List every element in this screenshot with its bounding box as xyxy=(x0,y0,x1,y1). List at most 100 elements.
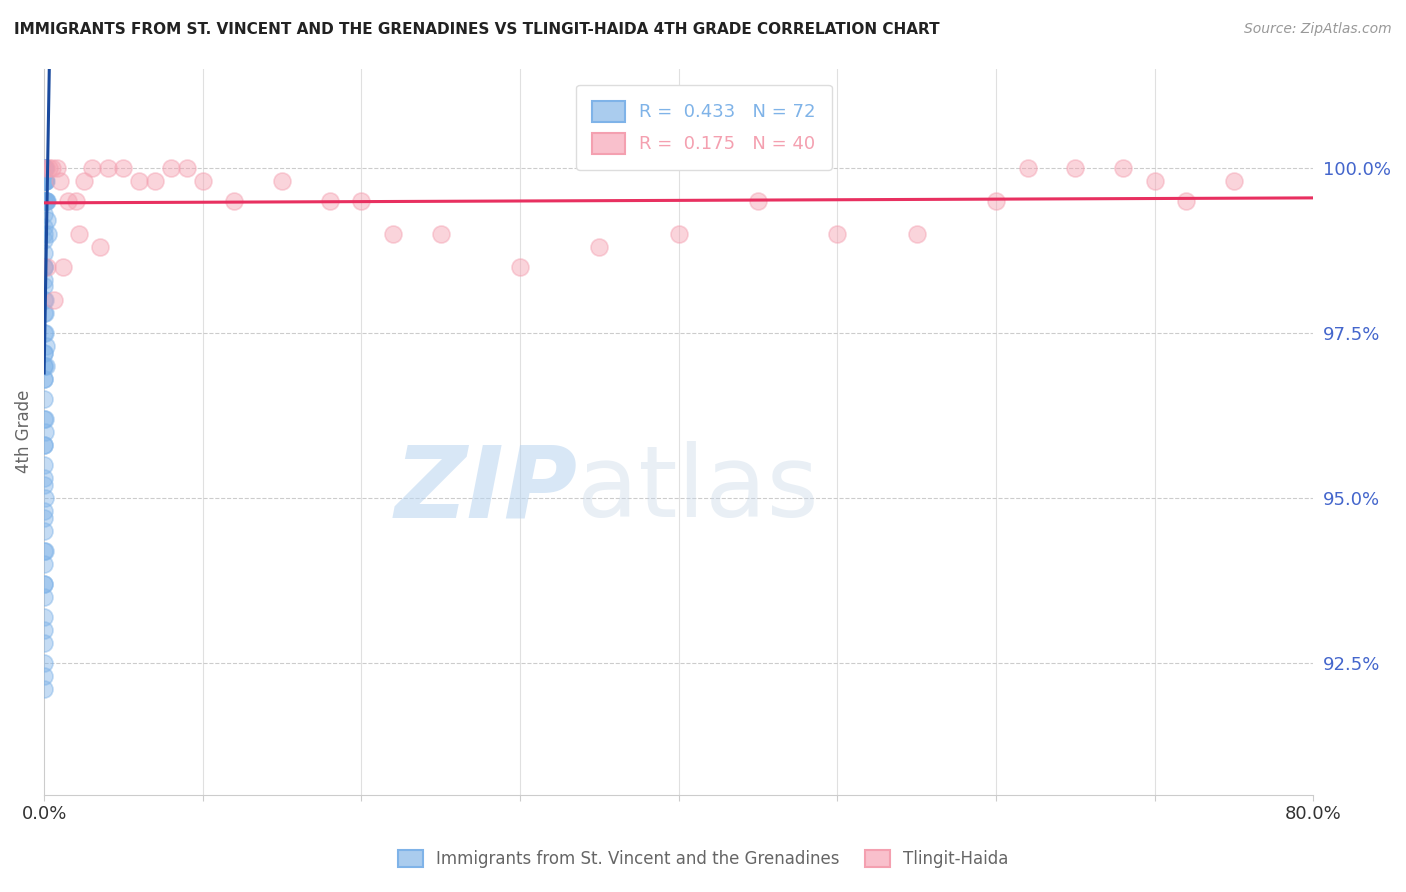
Legend: Immigrants from St. Vincent and the Grenadines, Tlingit-Haida: Immigrants from St. Vincent and the Gren… xyxy=(391,843,1015,875)
Point xyxy=(827,227,849,241)
Point xyxy=(224,194,246,208)
Point xyxy=(32,246,55,260)
Point xyxy=(35,339,58,353)
Point xyxy=(34,273,56,287)
Point xyxy=(38,161,60,175)
Point xyxy=(32,411,55,425)
Point xyxy=(32,438,55,452)
Point xyxy=(668,227,690,241)
Point xyxy=(45,161,67,175)
Point xyxy=(32,359,55,373)
Point xyxy=(32,161,55,175)
Point xyxy=(65,194,87,208)
Point xyxy=(32,524,55,538)
Point xyxy=(32,161,55,175)
Point xyxy=(32,194,55,208)
Point xyxy=(32,636,55,650)
Text: atlas: atlas xyxy=(576,442,818,539)
Point xyxy=(747,194,769,208)
Point xyxy=(32,576,55,591)
Point xyxy=(34,293,56,307)
Point xyxy=(32,161,55,175)
Point xyxy=(429,227,451,241)
Point xyxy=(32,372,55,386)
Point xyxy=(32,590,55,604)
Point xyxy=(34,174,56,188)
Point xyxy=(37,227,59,241)
Point xyxy=(32,161,55,175)
Point xyxy=(1112,161,1135,175)
Point xyxy=(34,161,56,175)
Point xyxy=(128,174,150,188)
Point xyxy=(32,557,55,571)
Point xyxy=(32,306,55,320)
Point xyxy=(32,477,55,491)
Point xyxy=(32,543,55,558)
Point xyxy=(35,194,58,208)
Point xyxy=(73,174,96,188)
Point xyxy=(32,207,55,221)
Point xyxy=(34,411,56,425)
Point xyxy=(32,260,55,274)
Point xyxy=(176,161,198,175)
Point xyxy=(112,161,135,175)
Point xyxy=(34,425,56,439)
Point xyxy=(32,220,55,235)
Point xyxy=(509,260,531,274)
Point xyxy=(35,194,58,208)
Text: ZIP: ZIP xyxy=(394,442,576,539)
Point xyxy=(160,161,183,175)
Point xyxy=(35,161,58,175)
Point xyxy=(32,260,55,274)
Point xyxy=(32,682,55,697)
Y-axis label: 4th Grade: 4th Grade xyxy=(15,390,32,474)
Point xyxy=(35,194,58,208)
Point xyxy=(1017,161,1039,175)
Point xyxy=(32,510,55,524)
Text: IMMIGRANTS FROM ST. VINCENT AND THE GRENADINES VS TLINGIT-HAIDA 4TH GRADE CORREL: IMMIGRANTS FROM ST. VINCENT AND THE GREN… xyxy=(14,22,939,37)
Point xyxy=(32,504,55,518)
Point xyxy=(32,227,55,241)
Point xyxy=(32,392,55,406)
Point xyxy=(271,174,294,188)
Point xyxy=(32,458,55,472)
Point xyxy=(1223,174,1246,188)
Point xyxy=(318,194,340,208)
Point xyxy=(34,471,56,485)
Legend: R =  0.433   N = 72, R =  0.175   N = 40: R = 0.433 N = 72, R = 0.175 N = 40 xyxy=(576,85,832,169)
Point xyxy=(1143,174,1166,188)
Point xyxy=(32,161,55,175)
Point xyxy=(32,438,55,452)
Point xyxy=(32,279,55,293)
Point xyxy=(350,194,373,208)
Point xyxy=(67,227,90,241)
Point xyxy=(32,326,55,340)
Point xyxy=(32,161,55,175)
Point xyxy=(32,372,55,386)
Point xyxy=(49,174,72,188)
Point xyxy=(37,213,59,227)
Point xyxy=(34,326,56,340)
Point xyxy=(97,161,120,175)
Point xyxy=(34,161,56,175)
Point xyxy=(80,161,103,175)
Point xyxy=(1175,194,1198,208)
Point xyxy=(32,345,55,359)
Point xyxy=(35,359,58,373)
Point xyxy=(32,669,55,683)
Point xyxy=(34,161,56,175)
Text: Source: ZipAtlas.com: Source: ZipAtlas.com xyxy=(1244,22,1392,37)
Point xyxy=(34,491,56,505)
Point xyxy=(382,227,405,241)
Point xyxy=(32,161,55,175)
Point xyxy=(34,543,56,558)
Point xyxy=(1064,161,1087,175)
Point xyxy=(32,161,55,175)
Point xyxy=(588,240,610,254)
Point xyxy=(34,174,56,188)
Point xyxy=(143,174,166,188)
Point xyxy=(32,293,55,307)
Point xyxy=(191,174,214,188)
Point xyxy=(32,345,55,359)
Point xyxy=(42,293,65,307)
